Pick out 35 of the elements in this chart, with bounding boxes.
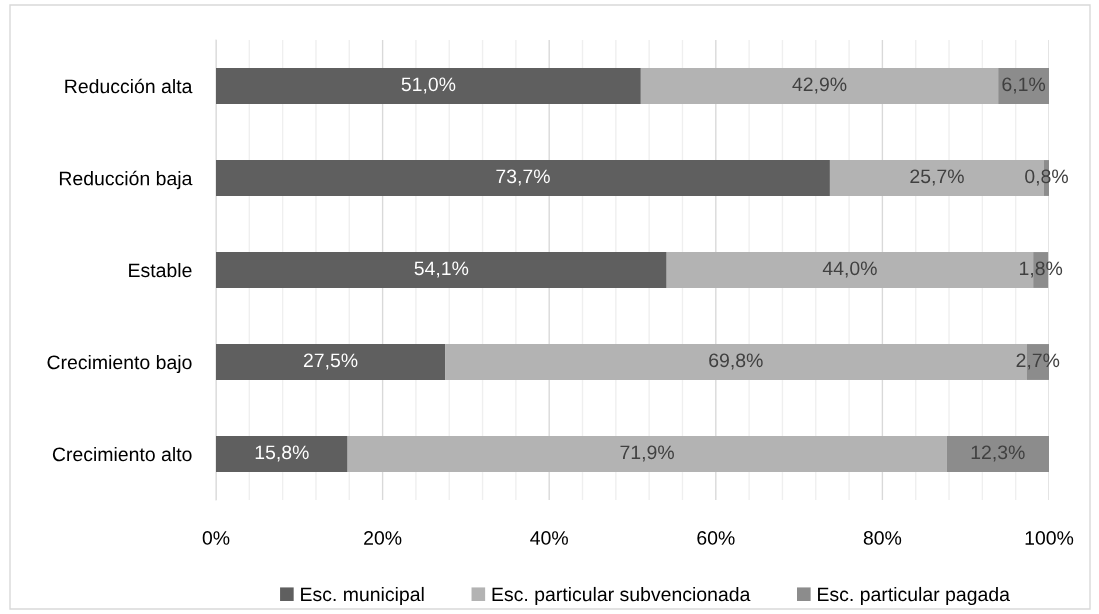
bar — [216, 252, 667, 288]
y-tick-label: Reducción baja — [59, 170, 193, 190]
bar — [216, 160, 830, 196]
data-label: 25,7% — [910, 169, 964, 186]
bar — [347, 436, 947, 472]
data-label: 12,3% — [971, 445, 1025, 462]
data-label: 15,8% — [255, 445, 309, 462]
legend-label: Esc. municipal — [301, 586, 424, 606]
y-tick-label: Reducción alta — [65, 78, 193, 94]
data-label: 44,0% — [822, 261, 877, 278]
x-tick-label: 0% — [202, 531, 230, 545]
bar — [216, 68, 641, 104]
data-label: 42,9% — [792, 77, 847, 94]
data-label: 54,1% — [414, 261, 469, 278]
y-tick-label: Crecimiento bajo — [47, 354, 192, 374]
x-tick-label: 60% — [697, 531, 735, 545]
x-tick-label: 40% — [530, 531, 568, 545]
bar — [946, 436, 1049, 472]
bar — [216, 436, 348, 472]
bar — [640, 68, 999, 104]
legend-label: Esc. particular subvencionada — [492, 586, 751, 606]
bar — [216, 344, 446, 380]
y-tick-label: Estable — [129, 262, 192, 278]
x-tick-label: 20% — [364, 531, 402, 545]
x-tick-label: 100% — [1025, 531, 1074, 545]
data-label: 51,0% — [401, 77, 456, 94]
x-tick-label: 80% — [863, 531, 902, 545]
data-label: 73,7% — [496, 169, 550, 186]
legend-label: Esc. particular pagada — [818, 586, 1010, 606]
y-tick-label: Crecimiento alto — [52, 446, 192, 462]
data-label: 69,8% — [709, 353, 763, 370]
data-label: 71,9% — [620, 445, 674, 462]
bar — [998, 68, 1049, 104]
data-label: 27,5% — [303, 353, 358, 370]
data-label: 6,1% — [1002, 77, 1046, 94]
